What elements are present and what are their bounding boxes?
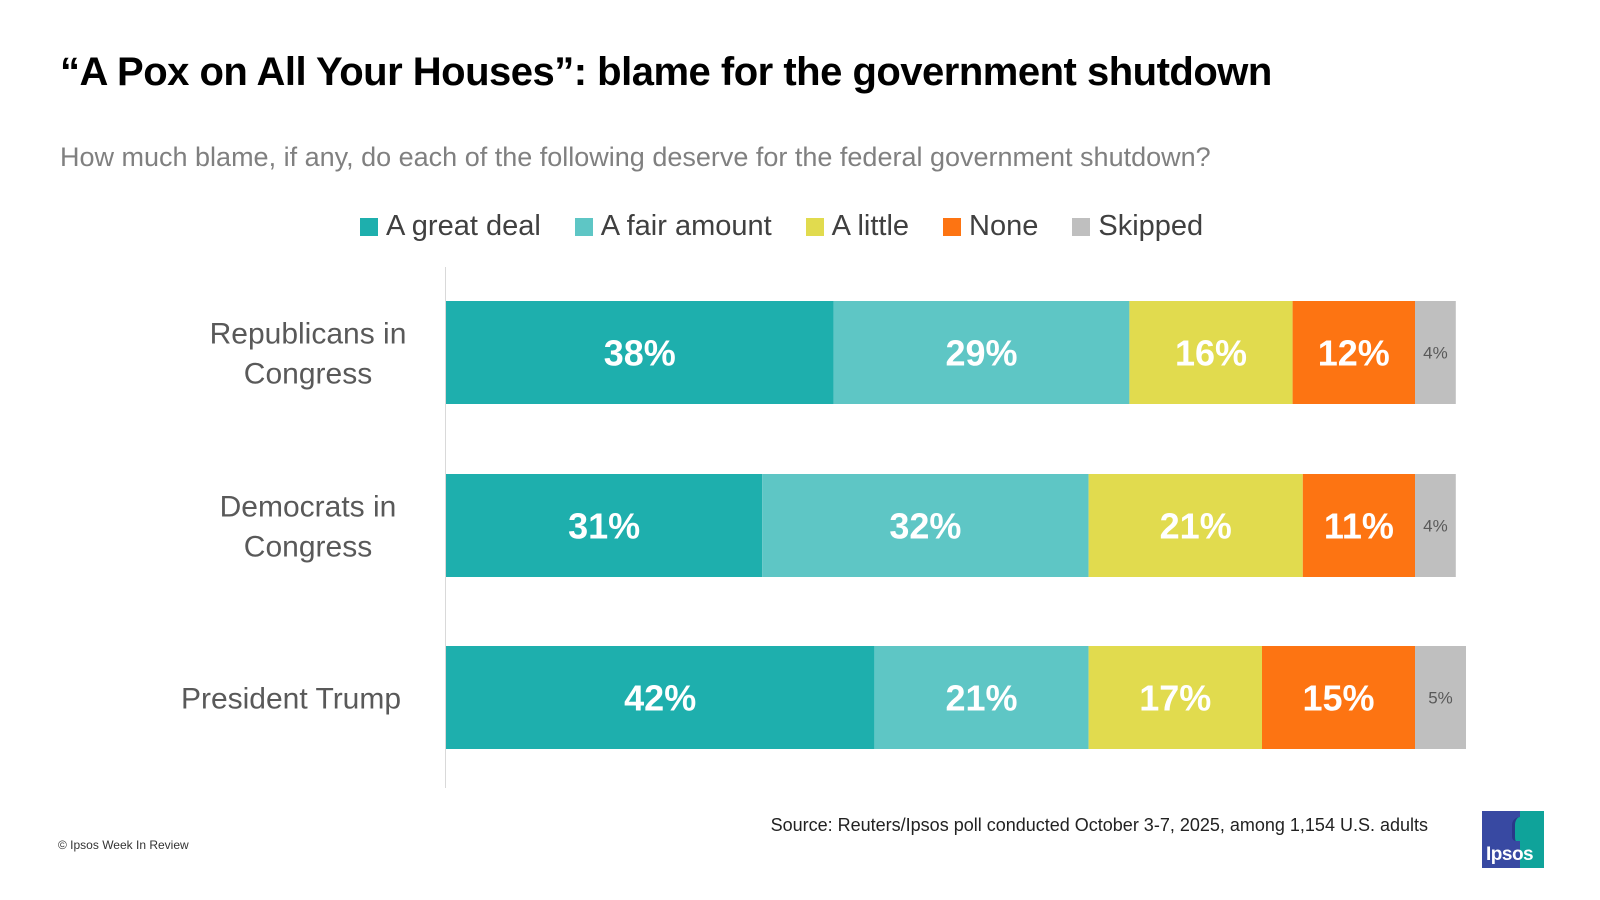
legend-label: A fair amount — [600, 210, 772, 242]
legend-item-skipped: Skipped — [1072, 210, 1203, 243]
legend: A great deal A fair amount A little None… — [360, 210, 1203, 243]
legend-swatch — [360, 217, 378, 236]
data-label: 42% — [624, 678, 696, 719]
category-label-line: Congress — [244, 531, 372, 564]
data-label: 29% — [945, 333, 1017, 374]
data-label: 38% — [604, 333, 676, 374]
data-label: 21% — [1160, 506, 1232, 547]
data-label: 31% — [568, 506, 640, 547]
legend-swatch — [805, 217, 824, 236]
data-label: 21% — [945, 678, 1017, 719]
bar-segment-a-fair-amount — [874, 646, 1089, 749]
legend-swatch — [943, 217, 962, 236]
data-label: 4% — [1423, 344, 1448, 363]
legend-swatch — [1072, 217, 1091, 236]
bar-segment-a-fair-amount — [833, 301, 1130, 404]
category-label: President Trump — [181, 683, 401, 716]
bar-segment-a-little — [1088, 646, 1262, 749]
bars-group: 38% 29% 16% 12% 4% 31% 32% 21% 11% 4% 42% 21% 17% 15%… — [446, 301, 1466, 749]
legend-swatch — [574, 217, 593, 236]
source-note: Source: Reuters/Ipsos poll conducted Oct… — [770, 815, 1428, 835]
data-label: 12% — [1318, 333, 1390, 374]
head-silhouette-icon — [1512, 817, 1528, 841]
category-label-line: President Trump — [181, 683, 401, 716]
bar-segment-none — [1262, 646, 1415, 749]
category-label-line: Congress — [244, 358, 372, 391]
data-label: 11% — [1324, 506, 1394, 547]
bar-segment-skipped — [1415, 646, 1466, 749]
legend-item-a-great-deal: A great deal — [360, 210, 541, 243]
category-label: Democrats in Congress — [220, 491, 397, 564]
copyright-text: © Ipsos Week In Review — [58, 838, 189, 852]
ipsos-logo: Ipsos — [1482, 811, 1544, 868]
data-label: 17% — [1139, 678, 1211, 719]
legend-label: A great deal — [386, 210, 541, 242]
legend-label: A little — [831, 210, 910, 242]
bar-row-democrats-in-congress: 31% 32% 21% 11% 4% — [446, 474, 1456, 577]
legend-label: Skipped — [1098, 210, 1204, 242]
bar-row-republicans-in-congress: 38% 29% 16% 12% 4% — [446, 301, 1456, 404]
legend-item-a-little: A little — [805, 210, 910, 243]
data-label: 15% — [1302, 678, 1374, 719]
bar-segment-a-great-deal — [446, 301, 834, 404]
legend-item-none: None — [943, 210, 1038, 243]
category-label: Republicans in Congress — [210, 318, 407, 391]
bar-segment-a-great-deal — [446, 646, 875, 749]
data-label: 32% — [889, 506, 961, 547]
bar-segment-none — [1302, 474, 1415, 577]
chart-subtitle: How much blame, if any, do each of the f… — [60, 142, 1211, 172]
category-label-line: Democrats in — [220, 491, 397, 524]
category-labels: Republicans in Congress Democrats in Congre… — [181, 318, 406, 716]
data-label: 4% — [1423, 517, 1448, 536]
bar-segment-a-little — [1088, 474, 1303, 577]
legend-item-a-fair-amount: A fair amount — [574, 210, 772, 243]
bar-segment-none — [1292, 301, 1415, 404]
logo-text: Ipsos — [1486, 844, 1534, 865]
bar-segment-a-great-deal — [446, 474, 763, 577]
data-label: 5% — [1428, 689, 1453, 708]
bar-segment-a-fair-amount — [762, 474, 1089, 577]
bar-row-president-trump: 42% 21% 17% 15% 5% — [446, 646, 1466, 749]
bar-segment-a-little — [1129, 301, 1293, 404]
category-label-line: Republicans in — [210, 318, 407, 351]
data-label: 16% — [1175, 333, 1247, 374]
bar-segment-skipped — [1415, 474, 1456, 577]
chart-title: “A Pox on All Your Houses”: blame for th… — [60, 50, 1272, 94]
bar-segment-skipped — [1415, 301, 1456, 404]
legend-label: None — [969, 210, 1039, 242]
